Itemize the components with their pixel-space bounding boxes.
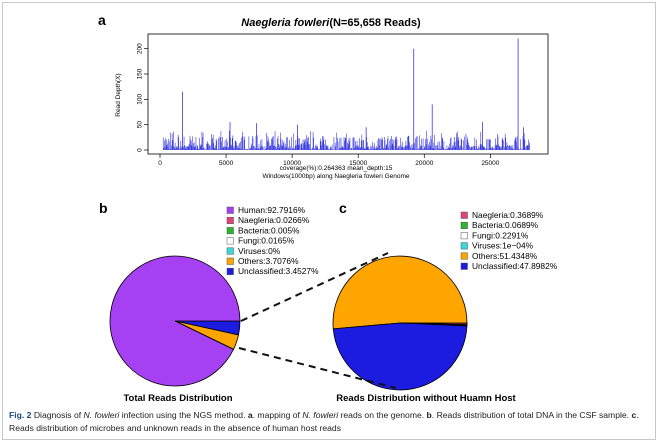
figure-frame: a b c Naegleria fowleri(N=65,658 Reads) … bbox=[2, 2, 656, 440]
chart-c-pie bbox=[332, 255, 468, 391]
legend-swatch-others bbox=[460, 252, 468, 260]
legend-label-naegleria: Naegleria:0.0266% bbox=[238, 215, 310, 225]
legend-swatch-bacteria bbox=[226, 227, 234, 235]
chart-a-title-italic: Naegleria fowleri bbox=[241, 17, 330, 29]
figure-caption: Fig. 2 Diagnosis of N. fowleri infection… bbox=[9, 409, 655, 434]
chart-a-plot: 0 50 100 150 200 0 5000 10000 15000 20000 25000 bbox=[137, 33, 549, 167]
legend-label-others: Others:51.4348% bbox=[472, 251, 538, 261]
legend-label-unclassified: Unclassified:3.4527% bbox=[238, 266, 319, 276]
legend-label-viruses: Viruses:1e−04% bbox=[472, 241, 534, 251]
caption-label-a: a bbox=[247, 410, 253, 420]
legend-swatch-human bbox=[226, 206, 234, 214]
legend-swatch-others bbox=[226, 257, 234, 265]
chart-a-xlabel-line2: Windows(1000bp) along Naegleria fowleri … bbox=[262, 173, 409, 180]
legend-label-viruses: Viruses:0% bbox=[238, 246, 281, 256]
caption-text-3: infection using the NGS method. bbox=[119, 410, 248, 420]
caption-text-7: . Reads distribution of total DNA in the… bbox=[431, 410, 632, 420]
legend-swatch-bacteria bbox=[460, 221, 468, 229]
panel-label-b: b bbox=[99, 200, 108, 216]
legend-swatch-naegleria bbox=[460, 211, 468, 219]
y-tick-label: 150 bbox=[137, 68, 144, 79]
legend-label-fungi: Fungi:0.0165% bbox=[238, 236, 295, 246]
legend-swatch-naegleria bbox=[226, 216, 234, 224]
caption-text-6: reads on the genome. bbox=[338, 410, 427, 420]
chart-b-title: Total Reads Distribution bbox=[123, 393, 232, 404]
y-tick-label: 0 bbox=[137, 148, 144, 152]
x-tick-label: 0 bbox=[158, 160, 162, 167]
legend-label-fungi: Fungi:0.2291% bbox=[472, 230, 529, 240]
pie-slice-human bbox=[109, 255, 241, 387]
y-tick-label: 50 bbox=[137, 121, 144, 129]
chart-a-title: Naegleria fowleri(N=65,658 Reads) bbox=[241, 17, 421, 29]
connector-bottom-dashed-line bbox=[238, 347, 397, 389]
legend-label-human: Human:92.7916% bbox=[238, 205, 306, 215]
caption-text-8: . Reads distribution of microbes and unk… bbox=[9, 410, 639, 433]
y-tick-label: 100 bbox=[137, 94, 144, 105]
figure-canvas: a b c Naegleria fowleri(N=65,658 Reads) … bbox=[98, 12, 558, 404]
chart-a-ylabel: Read Depth(X) bbox=[115, 73, 122, 116]
y-tick-label: 200 bbox=[137, 43, 144, 54]
legend-swatch-unclassified bbox=[460, 262, 468, 270]
x-tick-label: 5000 bbox=[219, 160, 234, 167]
caption-species-2: N. fowleri bbox=[302, 410, 339, 420]
x-tick-label: 10000 bbox=[283, 160, 301, 167]
x-tick-label: 20000 bbox=[415, 160, 433, 167]
caption-text-1: Diagnosis of bbox=[31, 410, 84, 420]
caption-label-c: c bbox=[631, 410, 637, 420]
legend-swatch-unclassified bbox=[226, 267, 234, 275]
chart-a-xlabel-line1: coverage(%):0.264363 mean_depth:15 bbox=[280, 165, 393, 172]
connector-top-dashed-line bbox=[240, 252, 389, 322]
panel-label-a: a bbox=[98, 12, 106, 28]
panel-label-c: c bbox=[339, 200, 347, 216]
caption-species-1: N. fowleri bbox=[83, 410, 120, 420]
legend-label-others: Others:3.7076% bbox=[238, 256, 299, 266]
legend-label-naegleria: Naegleria:0.3689% bbox=[472, 210, 544, 220]
legend-swatch-viruses bbox=[460, 242, 468, 250]
pie-slice-unclassified bbox=[332, 322, 468, 391]
chart-c-legend: Naegleria:0.3689%Bacteria:0.0689%Fungi:0… bbox=[460, 210, 558, 271]
legend-swatch-fungi bbox=[460, 232, 468, 240]
legend-swatch-viruses bbox=[226, 247, 234, 255]
chart-b-pie bbox=[109, 255, 241, 387]
x-tick-label: 15000 bbox=[349, 160, 367, 167]
chart-a-title-rest: (N=65,658 Reads) bbox=[329, 17, 421, 29]
legend-label-bacteria: Bacteria:0.005% bbox=[238, 225, 300, 235]
chart-b-legend: Human:92.7916%Naegleria:0.0266%Bacteria:… bbox=[226, 205, 319, 276]
caption-label-b: b bbox=[426, 410, 432, 420]
chart-a-plot-box bbox=[147, 33, 549, 155]
legend-label-bacteria: Bacteria:0.0689% bbox=[472, 220, 539, 230]
chart-c-title: Reads Distribution without Huamn Host bbox=[336, 393, 516, 404]
pie-slice-others bbox=[332, 255, 468, 330]
legend-swatch-fungi bbox=[226, 237, 234, 245]
legend-label-unclassified: Unclassified:47.8982% bbox=[472, 261, 558, 271]
caption-fig-label: Fig. 2 bbox=[9, 410, 32, 420]
x-tick-label: 25000 bbox=[481, 160, 499, 167]
caption-text-4: . mapping of bbox=[252, 410, 303, 420]
